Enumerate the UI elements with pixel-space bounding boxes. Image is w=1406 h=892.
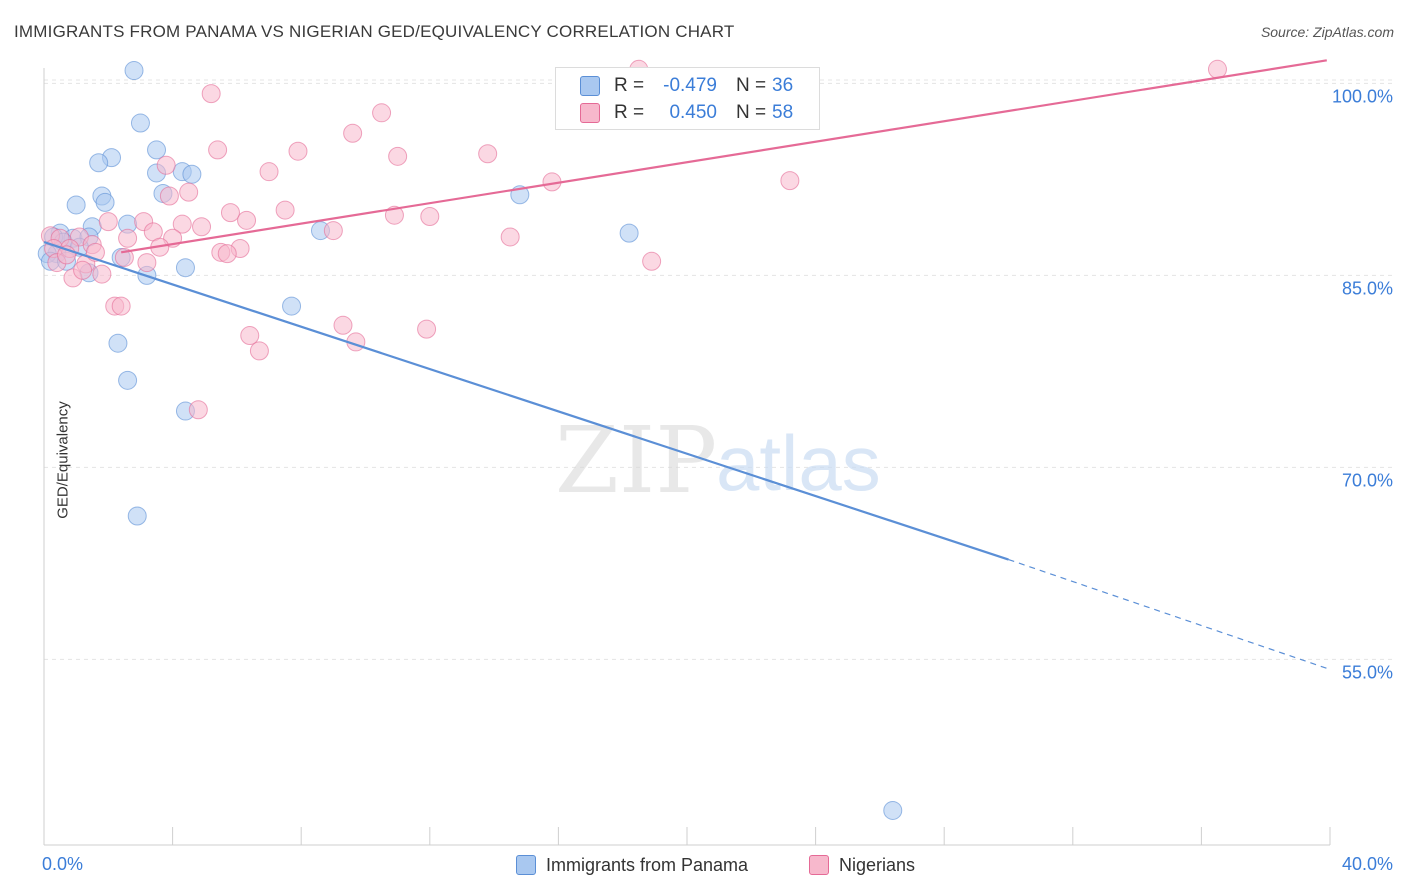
- legend-label-nigerians: Nigerians: [839, 854, 916, 875]
- point-nigerians: [179, 182, 199, 202]
- stats-r-label: R =: [614, 102, 645, 123]
- y-tick-label: 55.0%: [1342, 662, 1393, 682]
- point-nigerians: [240, 326, 260, 346]
- stats-swatch-nigerians: [580, 103, 600, 123]
- trendline-panama-extension: [1008, 558, 1327, 669]
- point-nigerians: [420, 206, 440, 226]
- point-panama: [147, 140, 167, 160]
- point-nigerians: [417, 319, 437, 339]
- point-panama: [182, 164, 202, 184]
- point-nigerians: [172, 214, 192, 234]
- point-nigerians: [237, 210, 257, 230]
- watermark-zip: ZIP: [555, 407, 717, 514]
- legend-item-nigerians[interactable]: Nigerians: [809, 852, 915, 878]
- watermark-atlas: atlas: [716, 419, 881, 507]
- stats-legend-box: R = -0.479 N = 36 R = 0.450 N = 58: [555, 67, 820, 130]
- point-panama: [66, 195, 86, 215]
- chart-source: Source: ZipAtlas.com: [1260, 24, 1394, 40]
- point-panama: [282, 296, 302, 316]
- y-axis-label: GED/Equivalency: [54, 401, 72, 519]
- point-panama: [175, 258, 195, 278]
- chart-title: IMMIGRANTS FROM PANAMA VS NIGERIAN GED/E…: [14, 22, 735, 41]
- point-nigerians: [114, 247, 134, 267]
- point-nigerians: [333, 315, 353, 335]
- point-panama: [124, 61, 144, 81]
- point-nigerians: [388, 146, 408, 166]
- point-nigerians: [192, 217, 212, 237]
- point-nigerians: [208, 140, 228, 160]
- point-nigerians: [217, 244, 237, 264]
- point-nigerians: [137, 253, 157, 273]
- point-panama: [130, 113, 150, 133]
- point-nigerians: [201, 84, 221, 104]
- point-nigerians: [159, 186, 179, 206]
- point-nigerians: [259, 162, 279, 182]
- trendline-nigerians: [120, 59, 1327, 254]
- point-nigerians: [343, 123, 363, 143]
- point-nigerians: [500, 227, 520, 247]
- bottom-legend: Immigrants from Panama Nigerians: [0, 852, 1406, 878]
- stats-r-label: R =: [614, 75, 645, 96]
- point-nigerians: [188, 400, 208, 420]
- point-nigerians: [372, 103, 392, 123]
- point-nigerians: [111, 296, 131, 316]
- y-tick-label: 100.0%: [1332, 86, 1393, 106]
- point-panama: [108, 333, 128, 353]
- point-nigerians: [220, 203, 240, 223]
- stats-r-value: 0.450: [669, 102, 717, 123]
- point-nigerians: [118, 228, 138, 248]
- stats-n-value: 36: [772, 75, 794, 96]
- point-panama: [883, 800, 903, 820]
- y-tick-label: 85.0%: [1342, 278, 1393, 298]
- stats-swatch-panama: [580, 76, 600, 96]
- point-panama: [95, 192, 115, 212]
- point-nigerians: [478, 144, 498, 164]
- point-nigerians: [642, 251, 662, 271]
- x-tick-label: 40.0%: [1342, 854, 1393, 874]
- point-panama: [127, 506, 147, 526]
- legend-swatch-panama: [516, 855, 536, 875]
- point-nigerians: [249, 341, 269, 361]
- legend-swatch-nigerians: [809, 855, 829, 875]
- point-nigerians: [1207, 59, 1227, 79]
- point-panama: [118, 370, 138, 390]
- point-nigerians: [384, 205, 404, 225]
- x-tick-label: 0.0%: [42, 854, 83, 874]
- point-nigerians: [73, 260, 93, 280]
- point-panama: [619, 223, 639, 243]
- stats-n-label: N =: [736, 75, 767, 96]
- point-nigerians: [323, 221, 343, 241]
- point-nigerians: [275, 200, 295, 220]
- point-nigerians: [98, 212, 118, 232]
- point-nigerians: [92, 264, 112, 284]
- legend-label-panama: Immigrants from Panama: [546, 854, 749, 875]
- point-panama: [89, 153, 109, 173]
- legend-item-panama[interactable]: Immigrants from Panama: [516, 852, 748, 878]
- trendline-panama: [43, 241, 1009, 561]
- stats-n-label: N =: [736, 102, 767, 123]
- stats-r-value: -0.479: [663, 75, 717, 96]
- y-tick-label: 70.0%: [1342, 470, 1393, 490]
- point-nigerians: [780, 171, 800, 191]
- point-nigerians: [288, 141, 308, 161]
- stats-n-value: 58: [772, 102, 794, 123]
- point-nigerians: [156, 155, 176, 175]
